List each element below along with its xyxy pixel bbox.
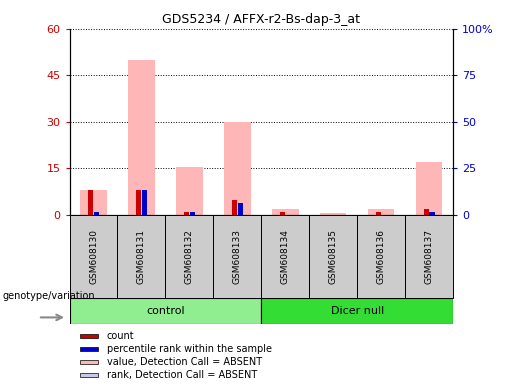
Text: value, Detection Call = ABSENT: value, Detection Call = ABSENT [107,357,262,367]
Bar [272,209,299,215]
Bar [224,122,251,215]
Bar [136,190,146,215]
Bar [368,209,394,215]
Text: genotype/variation: genotype/variation [3,291,95,301]
Text: GSM608135: GSM608135 [329,229,338,284]
Text: GSM608137: GSM608137 [425,229,434,284]
Bar [237,203,243,215]
Bar [165,215,213,298]
Bar [89,212,98,215]
Bar [128,60,154,215]
Bar [80,334,98,338]
Bar [280,212,285,215]
Text: GSM608134: GSM608134 [281,229,290,284]
Bar [261,298,453,324]
Bar [320,214,347,215]
Text: Dicer null: Dicer null [331,306,384,316]
Bar [357,215,405,298]
Bar [184,212,189,215]
Text: percentile rank within the sample: percentile rank within the sample [107,344,271,354]
Text: GSM608136: GSM608136 [377,229,386,284]
Bar [80,360,98,364]
Text: rank, Detection Call = ABSENT: rank, Detection Call = ABSENT [107,370,257,380]
Bar [80,347,98,351]
Title: GDS5234 / AFFX-r2-Bs-dap-3_at: GDS5234 / AFFX-r2-Bs-dap-3_at [162,13,360,26]
Bar [233,203,242,215]
Bar [424,212,434,215]
Bar [232,200,237,215]
Bar [213,215,261,298]
Text: GSM608131: GSM608131 [137,229,146,284]
Bar [261,215,310,298]
Bar [70,215,117,298]
Bar [88,190,93,215]
Bar [94,212,99,215]
Text: control: control [146,306,185,316]
Bar [184,212,194,215]
Bar [142,190,147,215]
Bar [376,212,381,215]
Bar [80,190,107,215]
Bar [310,215,357,298]
Text: GSM608132: GSM608132 [185,229,194,284]
Bar [136,190,141,215]
Bar [424,209,429,215]
Bar [70,298,261,324]
Text: GSM608133: GSM608133 [233,229,242,284]
Text: GSM608130: GSM608130 [89,229,98,284]
Text: count: count [107,331,134,341]
Bar [80,373,98,377]
Bar [176,167,202,215]
Bar [117,215,165,298]
Bar [430,212,435,215]
Bar [416,162,442,215]
Bar [405,215,453,298]
Bar [190,212,195,215]
